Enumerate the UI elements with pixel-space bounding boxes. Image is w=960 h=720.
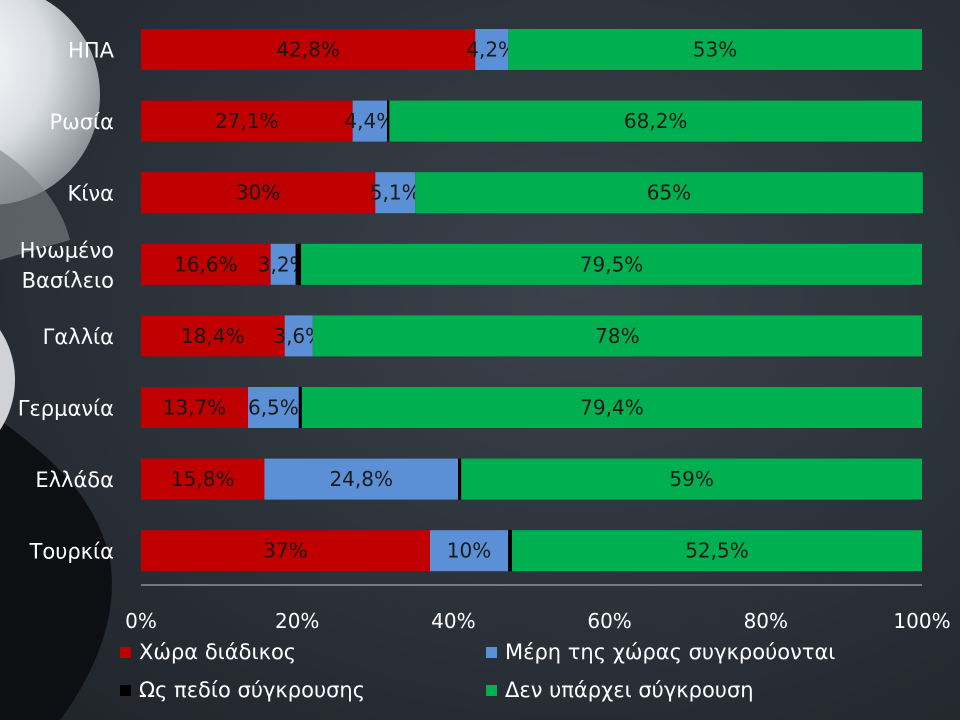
bar-segment <box>141 29 476 70</box>
legend-item-series-1: Χώρα διάδικος <box>120 640 296 664</box>
legend-label: Χώρα διάδικος <box>139 640 297 664</box>
legend-item-series-3: Ως πεδίο σύγκρουσης <box>120 678 365 702</box>
bar-segment <box>141 387 248 428</box>
data-label: 24,8% <box>329 467 393 491</box>
bar-segment <box>141 243 271 285</box>
category-label: ΗΠΑ <box>68 39 115 63</box>
bar-segment <box>295 243 302 285</box>
data-label: 79,4% <box>580 396 644 420</box>
bar-segment <box>141 530 430 572</box>
legend-item-series-2: Μέρη της χώρας συγκρούονται <box>486 640 835 664</box>
bar-segment <box>264 458 459 500</box>
bar-segment <box>141 100 353 142</box>
category-label: Γαλλία <box>43 325 114 349</box>
globe-decoration <box>0 0 100 205</box>
bar-segment <box>284 315 313 357</box>
data-label: 5,1% <box>370 181 421 205</box>
bar-segment <box>141 172 376 214</box>
category-label: Ρωσία <box>49 110 114 134</box>
data-label: 13,7% <box>163 396 227 420</box>
bar-segment <box>387 100 390 142</box>
data-label: 6,5% <box>248 396 299 420</box>
dark-wave-decoration <box>0 420 112 720</box>
legend-swatch-blue <box>486 646 497 658</box>
bar-segment <box>141 315 285 357</box>
data-label: 52,5% <box>685 539 749 563</box>
bar-segment <box>508 530 512 572</box>
light-wave-decoration <box>0 330 15 430</box>
bar-segment <box>461 458 922 500</box>
bar-segment <box>301 243 923 285</box>
data-label: 4,4% <box>344 109 395 133</box>
x-tick-label: 20% <box>275 609 319 633</box>
data-label: 30% <box>236 181 280 205</box>
category-label: Τουρκία <box>29 540 114 564</box>
legend-swatch-green <box>486 684 497 696</box>
data-label: 79,5% <box>580 252 644 276</box>
legend-swatch-red <box>120 646 131 658</box>
bar-segment <box>511 530 922 572</box>
legend-swatch-black <box>120 684 131 696</box>
legend-label: Μέρη της χώρας συγκρούονται <box>505 640 836 664</box>
category-label: Ελλάδα <box>35 468 114 492</box>
legend-item-series-4: Δεν υπάρχει σύγκρουση <box>486 678 754 702</box>
legend-label: Δεν υπάρχει σύγκρουση <box>505 678 754 702</box>
x-tick-label: 0% <box>125 609 157 633</box>
legend-label: Ως πεδίο σύγκρουσης <box>139 678 366 702</box>
legend: Χώρα διάδικος Μέρη της χώρας συγκρούοντα… <box>118 636 958 716</box>
data-label: 18,4% <box>181 324 245 348</box>
data-label: 68,2% <box>624 109 688 133</box>
bar-segment <box>301 387 922 428</box>
data-label: 78% <box>595 324 639 348</box>
bar-segment <box>298 387 302 428</box>
bar-segment <box>270 243 296 285</box>
x-tick-label: 100% <box>893 609 950 633</box>
category-label: Ηνωμένο <box>20 238 114 262</box>
bar-segment <box>247 387 299 428</box>
bar-segment <box>312 315 922 357</box>
data-label: 27,1% <box>215 109 279 133</box>
category-label: Γερμανία <box>18 397 114 421</box>
data-label: 10% <box>447 539 491 563</box>
bar-segment <box>429 530 509 572</box>
data-label: 16,6% <box>174 252 238 276</box>
globe-shadow <box>0 150 70 260</box>
bar-segment <box>352 100 388 142</box>
data-label: 53% <box>693 38 737 62</box>
category-label: Βασίλειο <box>22 268 114 292</box>
bar-segment <box>375 172 416 214</box>
bar-segment <box>389 100 922 142</box>
bar-segment <box>415 172 923 214</box>
category-label: Κίνα <box>68 182 114 206</box>
data-label: 15,8% <box>171 467 235 491</box>
data-label: 37% <box>263 539 307 563</box>
bar-segment <box>141 458 265 500</box>
data-label: 42,8% <box>276 38 340 62</box>
x-tick-label: 60% <box>587 609 631 633</box>
data-label: 59% <box>669 467 713 491</box>
bar-segment <box>458 458 462 500</box>
bar-segment <box>508 29 922 70</box>
bar-segment <box>475 29 509 70</box>
x-tick-label: 80% <box>744 609 788 633</box>
x-tick-label: 40% <box>431 609 475 633</box>
data-label: 65% <box>647 181 691 205</box>
